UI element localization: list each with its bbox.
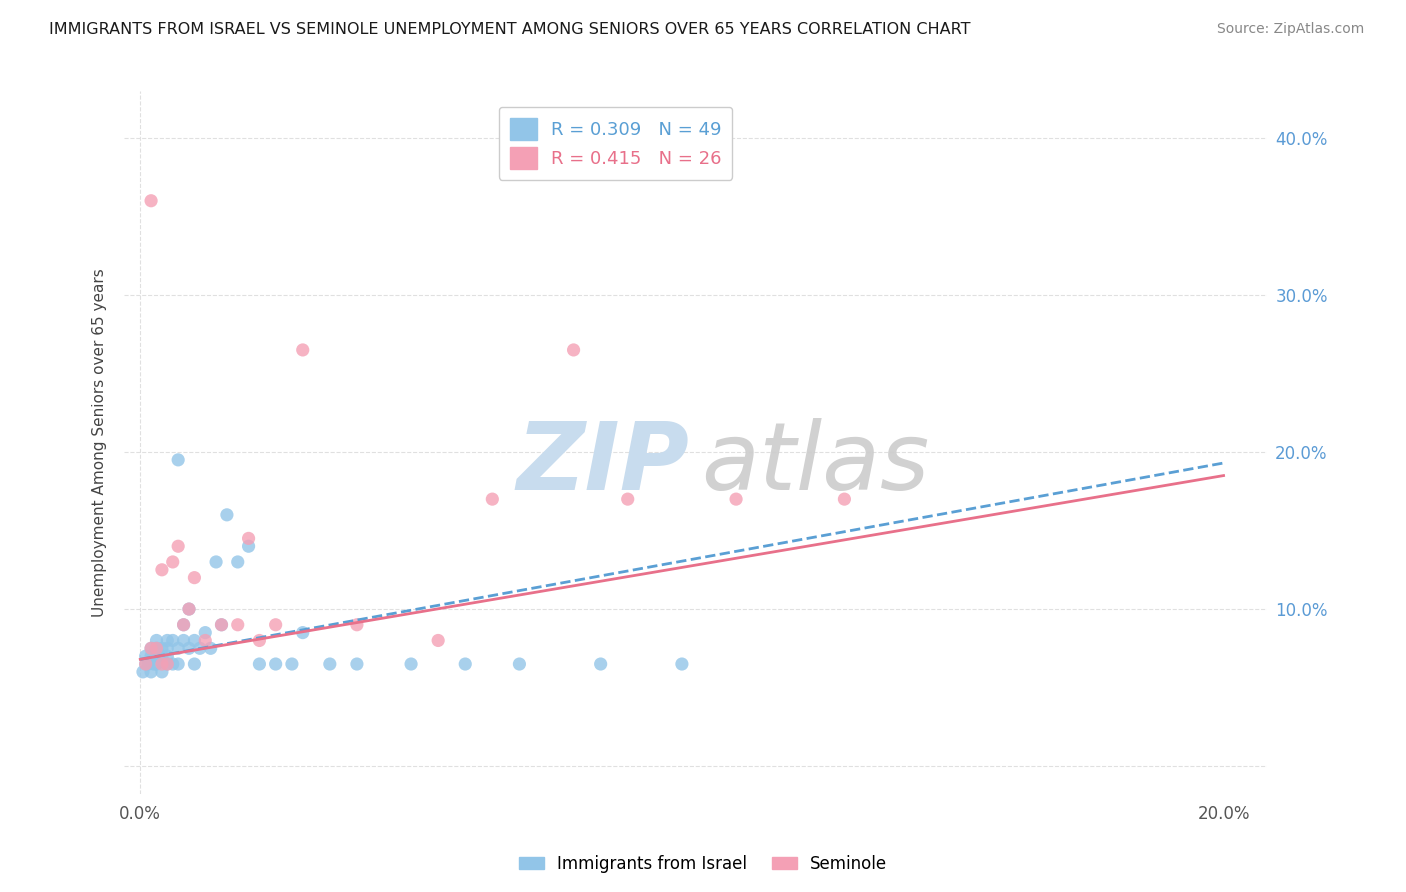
Point [139, 665, 162, 679]
Point [135, 657, 157, 671]
Point [399, 657, 422, 671]
Point [671, 657, 693, 671]
Point [264, 617, 287, 632]
Point [156, 649, 179, 664]
Point [183, 657, 205, 671]
Point [167, 453, 190, 467]
Point [183, 633, 205, 648]
Point [238, 532, 260, 546]
Point [194, 625, 217, 640]
Point [145, 641, 167, 656]
Point [132, 665, 155, 679]
Point [145, 649, 167, 664]
Point [139, 194, 162, 208]
Point [481, 492, 503, 507]
Point [291, 343, 314, 357]
Point [238, 539, 260, 553]
Point [145, 633, 167, 648]
Point [156, 657, 179, 671]
Point [226, 617, 249, 632]
Point [281, 657, 304, 671]
Y-axis label: Unemployment Among Seniors over 65 years: Unemployment Among Seniors over 65 years [93, 268, 107, 617]
Point [291, 625, 314, 640]
Point [834, 492, 856, 507]
Point [142, 657, 165, 671]
Legend: R = 0.309   N = 49, R = 0.415   N = 26: R = 0.309 N = 49, R = 0.415 N = 26 [499, 107, 733, 180]
Point [156, 641, 179, 656]
Point [150, 657, 173, 671]
Point [177, 602, 200, 616]
Point [183, 571, 205, 585]
Point [427, 633, 450, 648]
Point [264, 657, 287, 671]
Point [346, 617, 368, 632]
Point [226, 555, 249, 569]
Point [145, 641, 167, 656]
Point [139, 641, 162, 656]
Point [215, 508, 238, 522]
Point [188, 641, 211, 656]
Point [162, 657, 184, 671]
Legend: Immigrants from Israel, Seminole: Immigrants from Israel, Seminole [512, 848, 894, 880]
Point [167, 539, 190, 553]
Point [150, 665, 173, 679]
Text: ZIP: ZIP [517, 417, 690, 509]
Point [173, 633, 195, 648]
Point [205, 555, 228, 569]
Point [200, 641, 222, 656]
Point [145, 657, 167, 671]
Point [138, 657, 160, 671]
Point [454, 657, 477, 671]
Text: IMMIGRANTS FROM ISRAEL VS SEMINOLE UNEMPLOYMENT AMONG SENIORS OVER 65 YEARS CORR: IMMIGRANTS FROM ISRAEL VS SEMINOLE UNEMP… [49, 22, 970, 37]
Point [156, 657, 179, 671]
Point [211, 617, 233, 632]
Point [177, 602, 200, 616]
Point [249, 657, 271, 671]
Point [562, 343, 585, 357]
Point [150, 641, 173, 656]
Point [167, 657, 190, 671]
Point [156, 633, 179, 648]
Point [173, 617, 195, 632]
Point [249, 633, 271, 648]
Point [135, 657, 157, 671]
Point [139, 649, 162, 664]
Point [139, 641, 162, 656]
Point [194, 633, 217, 648]
Point [319, 657, 342, 671]
Point [346, 657, 368, 671]
Point [725, 492, 748, 507]
Point [162, 555, 184, 569]
Point [211, 617, 233, 632]
Text: Source: ZipAtlas.com: Source: ZipAtlas.com [1216, 22, 1364, 37]
Point [616, 492, 638, 507]
Point [167, 641, 190, 656]
Point [150, 563, 173, 577]
Point [173, 617, 195, 632]
Point [508, 657, 530, 671]
Point [135, 649, 157, 664]
Point [589, 657, 612, 671]
Point [150, 649, 173, 664]
Point [177, 641, 200, 656]
Point [162, 633, 184, 648]
Text: atlas: atlas [702, 418, 929, 509]
